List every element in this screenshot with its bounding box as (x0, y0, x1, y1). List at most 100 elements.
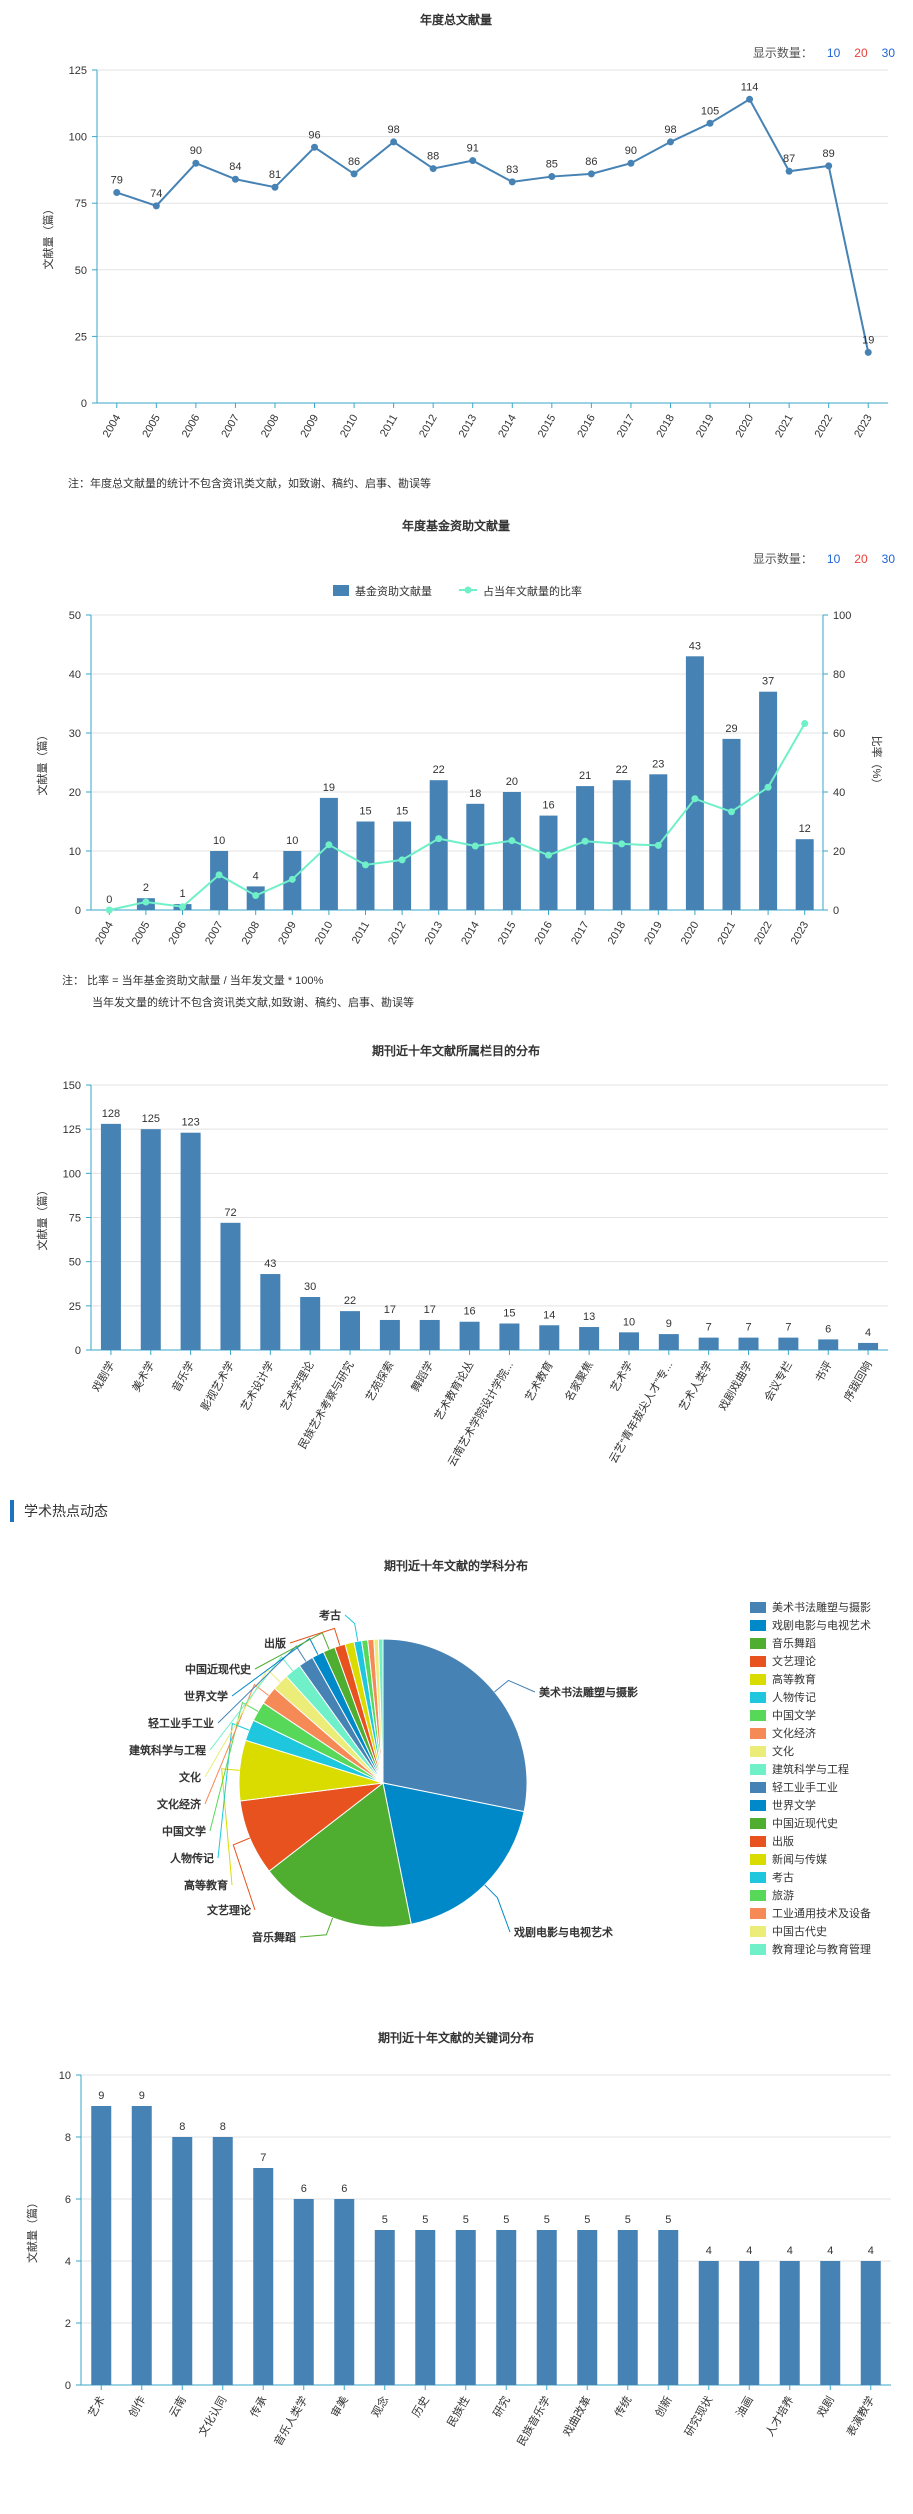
x-tick-label: 2013 (457, 413, 480, 440)
x-tick-label: 2009 (298, 413, 321, 440)
bar (419, 1319, 440, 1350)
data-label: 15 (396, 806, 408, 818)
data-label: 15 (359, 806, 371, 818)
data-point (548, 173, 556, 181)
data-label: 114 (741, 81, 759, 93)
legend-label-fund: 基金资助文献量 (355, 584, 432, 598)
bar (180, 1132, 201, 1350)
legend-item[interactable]: 旅游 (750, 1886, 871, 1904)
x-tick-label: 艺术学 (607, 1359, 636, 1395)
chart-title: 期刊近十年文献的关键词分布 (378, 2030, 534, 2045)
bar (539, 1325, 560, 1350)
legend-item[interactable]: 考古 (750, 1868, 871, 1886)
data-label: 74 (150, 188, 162, 200)
y-axis-label: 文献量（篇） (41, 204, 55, 270)
y-tick-label: 30 (69, 728, 81, 740)
legend-item[interactable]: 戏剧电影与电视艺术 (750, 1616, 871, 1634)
legend-label: 文化经济 (772, 1728, 816, 1740)
y-tick-label: 100 (63, 1168, 81, 1180)
callout-line (231, 1637, 319, 1697)
legend-item[interactable]: 轻工业手工业 (750, 1778, 871, 1796)
y2-tick-label: 0 (833, 905, 839, 917)
data-label: 5 (503, 2214, 509, 2226)
legend-item[interactable]: 文艺理论 (750, 1652, 871, 1670)
legend-item[interactable]: 工业通用技术及设备 (750, 1904, 871, 1922)
bar (100, 1123, 121, 1350)
legend-item[interactable]: 出版 (750, 1832, 871, 1850)
pie-slice (377, 1638, 384, 1784)
data-label: 88 (427, 151, 439, 163)
data-point (706, 119, 714, 127)
y-tick-label: 40 (69, 669, 81, 681)
legend-item[interactable]: 世界文学 (750, 1796, 871, 1814)
x-tick-label: 艺术人类学 (676, 1359, 716, 1414)
data-label: 6 (341, 2183, 347, 2195)
bar (415, 2230, 436, 2385)
data-label: 19 (323, 782, 335, 794)
legend-item[interactable]: 中国文学 (750, 1706, 871, 1724)
data-point (231, 175, 239, 183)
data-label: 43 (264, 1258, 276, 1270)
legend-item[interactable]: 新闻与传媒 (750, 1850, 871, 1868)
y-tick-label: 0 (65, 2380, 71, 2392)
data-point (864, 348, 872, 356)
legend-item[interactable]: 文化经济 (750, 1724, 871, 1742)
legend-item[interactable]: 美术书法雕塑与摄影 (750, 1598, 871, 1616)
x-tick-label: 2008 (240, 920, 263, 947)
legend-item[interactable]: 音乐舞蹈 (750, 1634, 871, 1652)
callout-line (209, 1701, 259, 1832)
x-tick-label: 创新 (652, 2394, 675, 2420)
y-tick-label: 25 (75, 331, 87, 343)
bar (212, 2137, 233, 2385)
legend-item[interactable]: 建筑科学与工程 (750, 1760, 871, 1778)
show-count-20[interactable]: 20 (854, 552, 868, 566)
data-label: 20 (506, 776, 518, 788)
data-label: 4 (706, 2245, 712, 2257)
data-label: 123 (181, 1117, 199, 1129)
data-label: 9 (666, 1318, 672, 1330)
show-count-30[interactable]: 30 (881, 552, 895, 566)
legend-item[interactable]: 高等教育 (750, 1670, 871, 1688)
x-tick-label: 2019 (642, 920, 665, 947)
legend-item[interactable]: 中国近现代史 (750, 1814, 871, 1832)
bar (429, 780, 448, 910)
ratio-point (179, 903, 186, 911)
subject-chart-block: 期刊近十年文献的学科分布 美术书法雕塑与摄影 戏剧电影与电视艺术 音乐舞蹈 文艺理论 高等… (0, 1545, 913, 2005)
callout-line (484, 1884, 511, 1933)
ratio-line (109, 723, 806, 911)
annual-note: 注：年度总文献量的统计不包含资讯类文献，如致谢、稿约、启事、勘误等 (68, 478, 431, 490)
callout-label: 人物传记 (170, 1851, 214, 1865)
x-tick-label: 文化认同 (195, 2394, 229, 2439)
callout-label: 考古 (319, 1608, 341, 1622)
legend-label: 建筑科学与工程 (772, 1764, 849, 1776)
y-axis-label: 文献量（篇） (35, 730, 49, 796)
legend-label-ratio: 占当年文献量的比率 (483, 584, 582, 598)
x-tick-label: 观念 (368, 2394, 391, 2420)
x-tick-label: 戏剧 (815, 2394, 837, 2420)
x-tick-label: 美术学 (129, 1359, 158, 1395)
show-count-10[interactable]: 10 (826, 552, 841, 566)
bar (778, 1337, 799, 1350)
data-label: 5 (584, 2214, 590, 2226)
bar (459, 1321, 480, 1350)
show-count-10[interactable]: 10 (826, 46, 841, 60)
callout-label: 高等教育 (184, 1878, 228, 1892)
bar (260, 1274, 281, 1350)
legend-item[interactable]: 人物传记 (750, 1688, 871, 1706)
x-tick-label: 2014 (496, 413, 519, 440)
ratio-point (728, 808, 735, 816)
legend-item[interactable]: 中国古代史 (750, 1922, 871, 1940)
show-count-30[interactable]: 30 (881, 46, 895, 60)
legend-item[interactable]: 教育理论与教育管理 (750, 1940, 871, 1958)
y-axis-label: 文献量（篇） (35, 1185, 49, 1251)
x-tick-label: 2005 (140, 413, 163, 440)
legend-label: 美术书法雕塑与摄影 (772, 1602, 871, 1614)
x-tick-label: 艺术学理论 (277, 1359, 317, 1414)
bar (539, 815, 558, 910)
show-count-20[interactable]: 20 (854, 46, 868, 60)
legend-item[interactable]: 文化 (750, 1742, 871, 1760)
pie-slice (268, 1782, 412, 1928)
bar (319, 797, 338, 910)
data-label: 5 (463, 2214, 469, 2226)
